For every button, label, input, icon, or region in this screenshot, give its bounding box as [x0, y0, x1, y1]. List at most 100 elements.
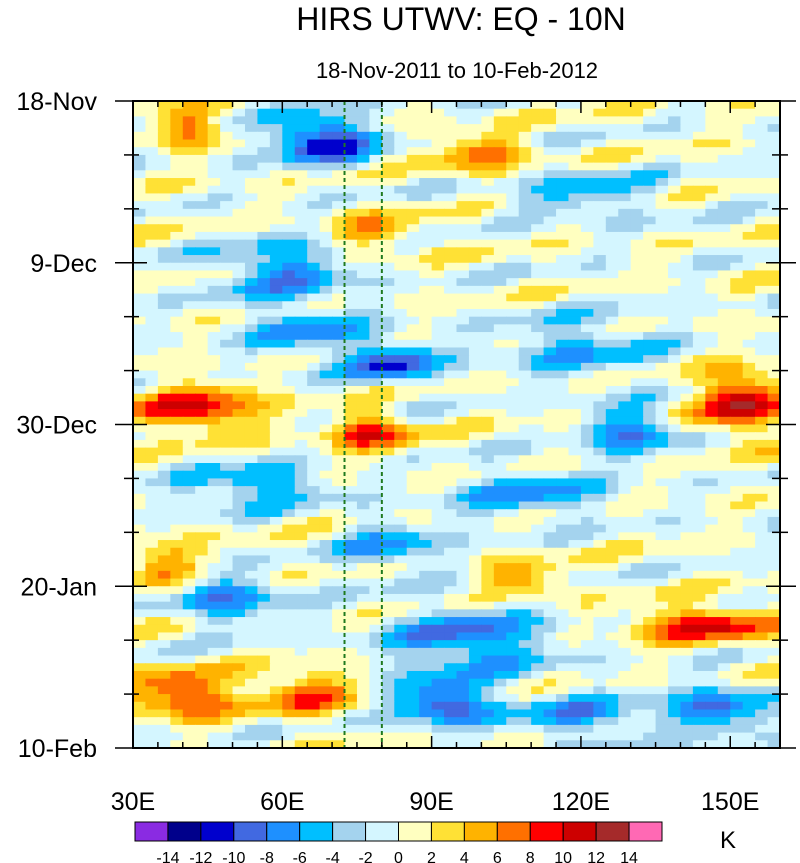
heatmap-cell	[381, 609, 395, 618]
heatmap-cell	[431, 424, 445, 433]
heatmap-cell	[170, 147, 184, 156]
heatmap-cell	[182, 108, 196, 117]
heatmap-cell	[170, 463, 184, 472]
heatmap-cell	[680, 193, 694, 202]
heatmap-cell	[257, 586, 271, 595]
heatmap-cell	[717, 301, 731, 310]
heatmap-cell	[605, 170, 619, 179]
heatmap-cell	[269, 108, 283, 117]
heatmap-cell	[220, 201, 234, 210]
heatmap-cell	[580, 301, 594, 310]
heatmap-cell	[755, 670, 769, 680]
heatmap-cell	[680, 478, 694, 487]
heatmap-cell	[668, 701, 682, 711]
heatmap-cell	[269, 678, 283, 687]
heatmap-cell	[506, 409, 520, 418]
heatmap-cell	[406, 147, 420, 156]
heatmap-cell	[668, 601, 682, 610]
heatmap-cell	[618, 255, 632, 264]
heatmap-cell	[655, 447, 669, 456]
heatmap-cell	[481, 709, 495, 718]
heatmap-cell	[431, 116, 445, 125]
heatmap-cell	[195, 193, 209, 202]
heatmap-cell	[506, 147, 520, 156]
heatmap-cell	[767, 439, 780, 449]
heatmap-cell	[717, 570, 731, 580]
heatmap-cell	[356, 609, 370, 618]
heatmap-cell	[668, 239, 682, 248]
heatmap-cell	[182, 439, 196, 449]
heatmap-cell	[643, 401, 657, 410]
heatmap-cell	[531, 717, 545, 726]
heatmap-cell	[269, 124, 283, 133]
heatmap-cell	[755, 740, 769, 748]
heatmap-cell	[157, 362, 171, 372]
heatmap-cell	[294, 478, 308, 487]
heatmap-cell	[618, 301, 632, 310]
heatmap-cell	[307, 239, 321, 248]
heatmap-cell	[444, 278, 458, 287]
heatmap-cell	[431, 524, 445, 533]
heatmap-cell	[730, 601, 744, 610]
heatmap-cell	[133, 301, 147, 310]
heatmap-cell	[344, 308, 358, 318]
heatmap-cell	[742, 578, 756, 587]
heatmap-cell	[294, 401, 308, 410]
heatmap-cell	[730, 108, 744, 117]
heatmap-cell	[717, 701, 731, 711]
heatmap-cell	[580, 201, 594, 210]
heatmap-cell	[332, 178, 346, 187]
heatmap-cell	[767, 162, 780, 171]
heatmap-cell	[580, 370, 594, 379]
heatmap-cell	[269, 385, 283, 395]
heatmap-cell	[692, 555, 706, 564]
heatmap-cell	[680, 116, 694, 125]
heatmap-cell	[394, 724, 408, 734]
heatmap-cell	[580, 486, 594, 495]
heatmap-cell	[593, 655, 607, 664]
heatmap-cell	[755, 524, 769, 533]
heatmap-cell	[195, 617, 209, 626]
heatmap-cell	[680, 540, 694, 549]
heatmap-cell	[332, 509, 346, 518]
heatmap-cell	[630, 270, 644, 279]
heatmap-cell	[133, 201, 147, 210]
heatmap-cell	[294, 347, 308, 356]
heatmap-cell	[605, 378, 619, 387]
heatmap-cell	[456, 154, 470, 164]
heatmap-cell	[456, 624, 470, 634]
heatmap-cell	[307, 524, 321, 533]
heatmap-cell	[630, 509, 644, 518]
heatmap-cell	[406, 347, 420, 356]
heatmap-cell	[655, 116, 669, 125]
heatmap-cell	[717, 355, 731, 364]
heatmap-cell	[742, 339, 756, 349]
heatmap-cell	[580, 124, 594, 133]
heatmap-cell	[668, 139, 682, 148]
heatmap-cell	[157, 493, 171, 503]
heatmap-cell	[506, 501, 520, 510]
heatmap-cell	[767, 678, 780, 687]
heatmap-cell	[556, 486, 570, 495]
heatmap-cell	[618, 239, 632, 248]
heatmap-cell	[145, 717, 159, 726]
heatmap-cell	[755, 486, 769, 495]
heatmap-cell	[332, 108, 346, 117]
heatmap-cell	[282, 678, 296, 687]
heatmap-cell	[369, 563, 383, 572]
heatmap-cell	[742, 185, 756, 195]
heatmap-cell	[381, 224, 395, 233]
heatmap-cell	[170, 432, 184, 441]
heatmap-cell	[456, 478, 470, 487]
heatmap-cell	[692, 486, 706, 495]
heatmap-cell	[643, 255, 657, 264]
heatmap-cell	[556, 293, 570, 302]
heatmap-cell	[692, 647, 706, 657]
heatmap-cell	[618, 332, 632, 341]
heatmap-cell	[369, 640, 383, 649]
heatmap-cell	[344, 540, 358, 549]
heatmap-cell	[282, 447, 296, 456]
heatmap-cell	[717, 270, 731, 279]
heatmap-cell	[195, 509, 209, 518]
heatmap-cell	[344, 563, 358, 572]
